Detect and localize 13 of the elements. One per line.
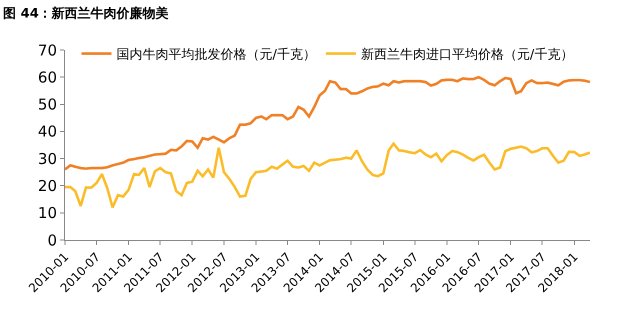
y-tick-label: 20 (38, 176, 57, 195)
legend-label: 国内牛肉平均批发价格（元/千克） (116, 48, 316, 63)
y-tick-label: 0 (47, 231, 57, 250)
y-tick-label: 50 (38, 96, 57, 114)
y-tick-label: 10 (38, 204, 57, 222)
legend-label: 新西兰牛肉进口平均价格（元/千克） (360, 48, 574, 63)
y-tick-label: 30 (38, 150, 57, 168)
y-tick-label: 70 (38, 41, 57, 60)
chart-title: 图 44：新西兰牛肉价廉物美 (3, 5, 169, 22)
line-series (65, 76, 590, 171)
line-series (65, 142, 590, 209)
y-tick-label: 40 (38, 122, 57, 141)
y-tick-label: 60 (38, 68, 57, 86)
